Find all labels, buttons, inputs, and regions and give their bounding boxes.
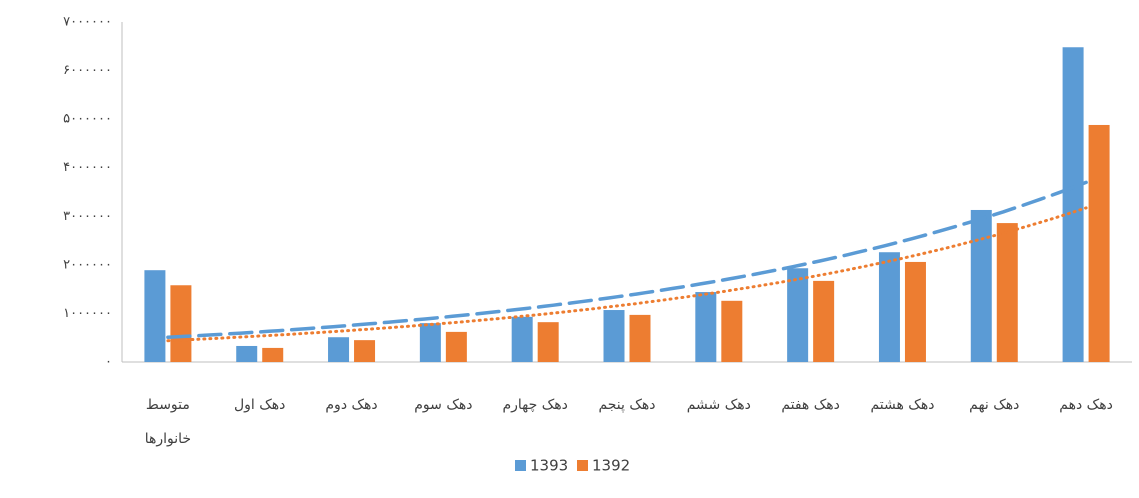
y-tick-label: ۱۰۰۰۰۰۰	[63, 306, 112, 321]
bar	[996, 223, 1018, 362]
bar	[695, 292, 717, 362]
legend-swatch	[515, 460, 526, 471]
x-tick-label: دهک ششم	[686, 397, 751, 413]
x-tick-label: دهک چهارم	[502, 397, 568, 413]
y-tick-label: ۳۰۰۰۰۰۰	[63, 209, 112, 224]
bar	[328, 337, 350, 362]
bar	[878, 252, 900, 362]
bar	[1062, 47, 1084, 362]
bar	[144, 270, 166, 362]
bar	[262, 347, 284, 362]
bar	[1088, 124, 1110, 362]
legend-swatch	[577, 460, 588, 471]
x-tick-label: متوسط خانوارها	[144, 397, 192, 447]
y-tick-label: ۶۰۰۰۰۰۰	[63, 63, 112, 78]
x-tick-label: دهک هفتم	[781, 397, 840, 413]
x-tick-label: دهک نهم	[969, 397, 1020, 413]
y-tick-label: ۴۰۰۰۰۰۰	[63, 160, 112, 175]
x-tick-label: دهک اول	[234, 397, 286, 413]
bar	[354, 340, 376, 362]
x-tick-label: دهک پنجم	[598, 397, 656, 413]
bar	[787, 268, 809, 362]
y-tick-label: ۵۰۰۰۰۰۰	[63, 112, 112, 127]
bar	[537, 322, 559, 362]
trendline	[166, 206, 1088, 343]
bar	[511, 316, 533, 362]
bar	[721, 300, 743, 362]
bar	[629, 314, 651, 362]
x-tick-label: دهک دوم	[325, 397, 378, 413]
bar	[970, 209, 992, 362]
trendline	[166, 180, 1088, 340]
bar	[603, 310, 625, 362]
bar	[445, 331, 467, 362]
legend-label: 1392	[592, 457, 630, 475]
legend-label: 1393	[530, 457, 568, 475]
y-tick-label: ۰	[105, 355, 112, 370]
y-tick-label: ۲۰۰۰۰۰۰	[63, 257, 112, 272]
x-tick-label: دهک سوم	[414, 397, 473, 413]
bar	[813, 280, 835, 362]
bar	[419, 323, 441, 362]
x-tick-label: دهک هشتم	[870, 397, 935, 413]
bar	[236, 345, 258, 362]
y-tick-label: ۷۰۰۰۰۰۰	[63, 15, 112, 30]
x-tick-label: دهک دهم	[1059, 397, 1113, 413]
bar	[170, 285, 192, 362]
bar	[904, 261, 926, 362]
